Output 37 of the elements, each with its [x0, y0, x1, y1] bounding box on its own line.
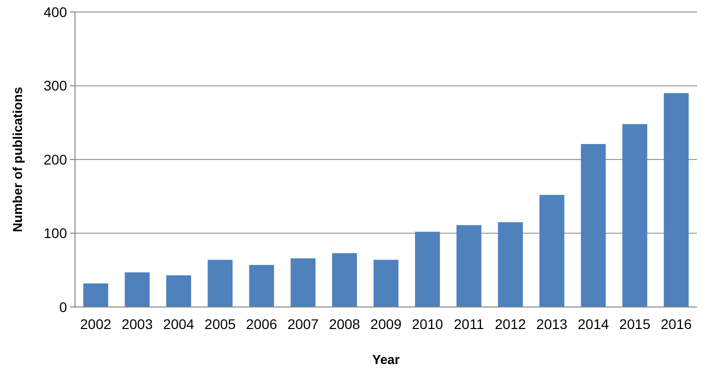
x-tick-label: 2006 [246, 316, 278, 332]
x-tick-label: 2010 [412, 316, 444, 332]
bar [415, 232, 440, 307]
x-tick-label: 2012 [494, 316, 526, 332]
x-tick-label: 2007 [287, 316, 319, 332]
x-tick-label: 2015 [619, 316, 651, 332]
bar [332, 253, 357, 307]
y-tick-label: 400 [44, 4, 68, 20]
x-tick-label: 2014 [578, 316, 610, 332]
y-axis-title: Number of publications [10, 86, 25, 232]
y-tick-label: 0 [59, 298, 68, 315]
bar [374, 260, 398, 307]
bar [456, 225, 482, 307]
bar [166, 275, 192, 307]
x-tick-label: 2003 [122, 316, 153, 332]
x-tick-label: 2005 [204, 316, 236, 332]
bar [539, 194, 564, 307]
y-tick-label: 300 [44, 78, 68, 94]
bar [622, 124, 648, 307]
x-tick-label: 2008 [328, 316, 360, 332]
bar [208, 260, 233, 307]
bar [580, 144, 606, 307]
x-tick-label: 2009 [370, 316, 402, 332]
x-tick-label: 2013 [536, 316, 568, 332]
x-tick-label: 2002 [80, 316, 112, 332]
bar [249, 264, 274, 307]
bar [290, 258, 316, 307]
y-tick-label: 100 [44, 225, 68, 242]
x-tick-label: 2011 [454, 316, 484, 332]
bar [83, 283, 108, 307]
y-tick-label: 200 [44, 151, 68, 168]
x-tick-label: 2004 [163, 316, 194, 332]
x-tick-label: 2016 [660, 316, 692, 332]
bar [124, 272, 150, 307]
bar [664, 93, 689, 307]
x-axis-title: Year [372, 352, 400, 367]
bar [498, 222, 523, 307]
